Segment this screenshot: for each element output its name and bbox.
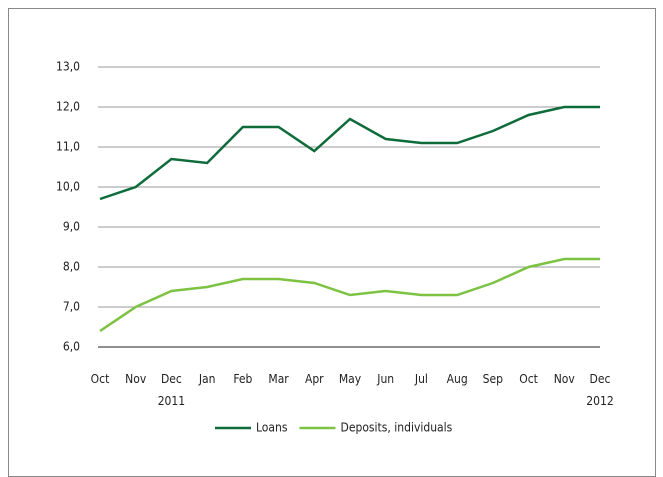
y-tick-label: 9,0 [63, 220, 80, 234]
x-tick-label: Aug [447, 372, 468, 386]
x-tick-label: May [339, 372, 362, 386]
x-tick-label: Jul [414, 372, 428, 386]
y-tick-label: 11,0 [56, 140, 80, 154]
line-series [99, 257, 600, 333]
x-tick-label: Oct [91, 372, 110, 386]
x-tick-label: Oct [519, 372, 538, 386]
y-tick-label: 8,0 [63, 260, 80, 274]
y-tick-label: 6,0 [63, 340, 80, 354]
x-tick-label: Apr [305, 372, 324, 386]
y-tick-label: 13,0 [56, 60, 80, 74]
y-tick-label: 12,0 [56, 100, 80, 114]
x-tick-label: Jun [376, 372, 394, 386]
x-tick-label: Mar [268, 372, 289, 386]
y-tick-label: 10,0 [56, 180, 80, 194]
x-tick-label: Nov [125, 372, 147, 386]
legend-label: Loans [256, 421, 288, 435]
legend-label: Deposits, individuals [341, 421, 453, 435]
x-tick-label: Sep [483, 372, 504, 386]
line-series [99, 105, 600, 201]
y-tick-label: 7,0 [63, 300, 80, 314]
x-tick-label: Dec 2012 [586, 372, 613, 408]
x-tick-label: Jan [198, 372, 216, 386]
x-tick-label: Nov [554, 372, 576, 386]
x-tick-label: Feb [233, 372, 252, 386]
chart-frame [8, 8, 656, 477]
x-tick-label: Dec 2011 [158, 372, 185, 408]
